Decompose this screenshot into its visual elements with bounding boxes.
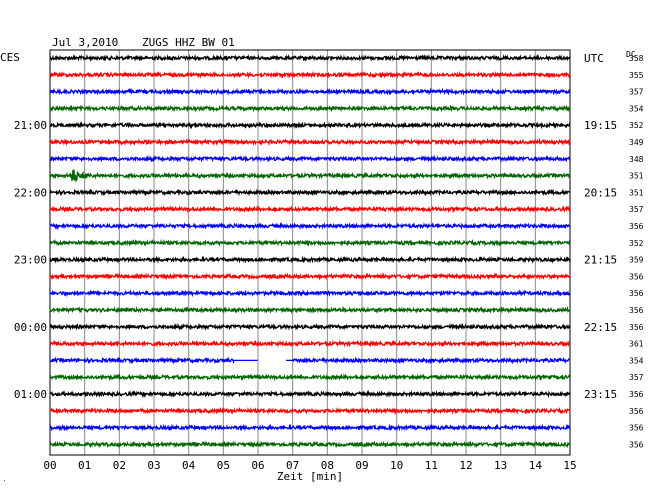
trace-row-19 (49, 373, 571, 382)
x-tick-label: 09 (355, 459, 368, 472)
dc-value: 356 (629, 424, 644, 433)
x-tick-labels: 00 01 02 03 04 05 06 07 08 09 10 11 12 13 14 15 (43, 459, 576, 472)
trace-row-4 (49, 121, 571, 130)
dc-value: 355 (629, 71, 644, 80)
trace-rows (49, 53, 571, 449)
dc-value: 357 (629, 88, 644, 97)
dc-values: 358 355 357 354 352 349 348 351 351 357 356 352 359 3… (629, 54, 644, 449)
trace-row-23 (49, 440, 571, 449)
trace-row-14 (49, 289, 571, 298)
dc-value: 357 (629, 205, 644, 214)
trace-row-8 (49, 188, 571, 197)
trace-row-21 (49, 406, 571, 415)
dc-value: 352 (629, 121, 644, 130)
left-hour-label: 21:00 (14, 119, 47, 132)
station-label: ZUGS HHZ BW 01 (142, 36, 235, 49)
right-hour-label: 21:15 (584, 254, 617, 267)
trace-row-20 (50, 389, 571, 399)
dc-value: 361 (629, 340, 644, 349)
x-tick-label: 10 (390, 459, 403, 472)
trace-row-10 (49, 221, 571, 231)
x-tick-label: 02 (113, 459, 126, 472)
dc-value: 356 (629, 272, 644, 281)
dc-value: 359 (629, 256, 644, 265)
x-tick-label: 11 (425, 459, 438, 472)
right-hour-label: 20:15 (584, 186, 617, 199)
trace-row-18 (49, 356, 571, 365)
x-tick-label: 15 (563, 459, 576, 472)
dc-value: 357 (629, 373, 644, 382)
dc-value: 354 (629, 356, 644, 365)
x-tick-label: 01 (78, 459, 91, 472)
trace-row-1 (49, 70, 571, 79)
x-tick-label: 08 (321, 459, 334, 472)
dc-value: 348 (629, 155, 644, 164)
trace-row-7 (49, 169, 571, 183)
dc-value: 356 (629, 390, 644, 399)
left-hour-label: 00:00 (14, 321, 47, 334)
x-tick-label: 03 (147, 459, 160, 472)
dc-value: 356 (629, 407, 644, 416)
trace-row-11 (49, 238, 571, 247)
trace-row-16 (49, 322, 571, 331)
trace-row-22 (49, 423, 571, 432)
x-tick-label: 06 (251, 459, 264, 472)
x-tick-label: 12 (459, 459, 472, 472)
right-hour-label: UTC (584, 52, 604, 65)
right-hour-label: 19:15 (584, 119, 617, 132)
left-timezone-label: CES (0, 51, 20, 64)
dc-value: 354 (629, 104, 644, 113)
dc-value: 356 (629, 440, 644, 449)
dc-value: 356 (629, 323, 644, 332)
trace-row-17 (49, 339, 571, 348)
dc-header-label: DC (626, 50, 636, 59)
right-hour-labels: UTC 19:15 20:15 21:15 22:15 23:15 (584, 52, 617, 401)
left-hour-label: 23:00 (14, 254, 47, 267)
time-grid (84, 50, 536, 455)
trace-row-0 (49, 53, 571, 63)
trace-row-9 (49, 205, 571, 214)
trace-row-3 (49, 104, 571, 113)
dc-value: 356 (629, 306, 644, 315)
trace-row-5 (49, 137, 571, 147)
dc-value: 349 (629, 138, 644, 147)
x-tick-label: 04 (182, 459, 196, 472)
dc-value: 356 (629, 289, 644, 298)
trace-row-2 (49, 87, 571, 96)
date-label: Jul 3,2010 (52, 36, 118, 49)
x-tick-label: 05 (217, 459, 230, 472)
x-tick-label: 13 (494, 459, 507, 472)
dc-value: 351 (629, 188, 644, 197)
dc-value: 358 (629, 54, 644, 63)
corner-mark: ′ (2, 479, 7, 488)
x-axis-label: Zeit [min] (277, 470, 343, 483)
plot-frame (49, 49, 571, 456)
x-tick-label: 00 (43, 459, 56, 472)
trace-row-13 (49, 272, 571, 281)
right-hour-label: 23:15 (584, 388, 617, 401)
left-hour-label: 01:00 (14, 388, 47, 401)
right-hour-label: 22:15 (584, 321, 617, 334)
trace-row-6 (49, 154, 571, 163)
x-tick-label: 07 (286, 459, 299, 472)
trace-row-15 (49, 305, 571, 314)
dc-value: 352 (629, 239, 644, 248)
dc-value: 356 (629, 222, 644, 231)
trace-row-12 (49, 255, 571, 264)
x-tick-label: 14 (529, 459, 543, 472)
left-hour-label: 22:00 (14, 186, 47, 199)
dc-value: 351 (629, 172, 644, 181)
left-hour-labels: 21:00 22:00 23:00 00:00 01:00 (14, 119, 47, 401)
